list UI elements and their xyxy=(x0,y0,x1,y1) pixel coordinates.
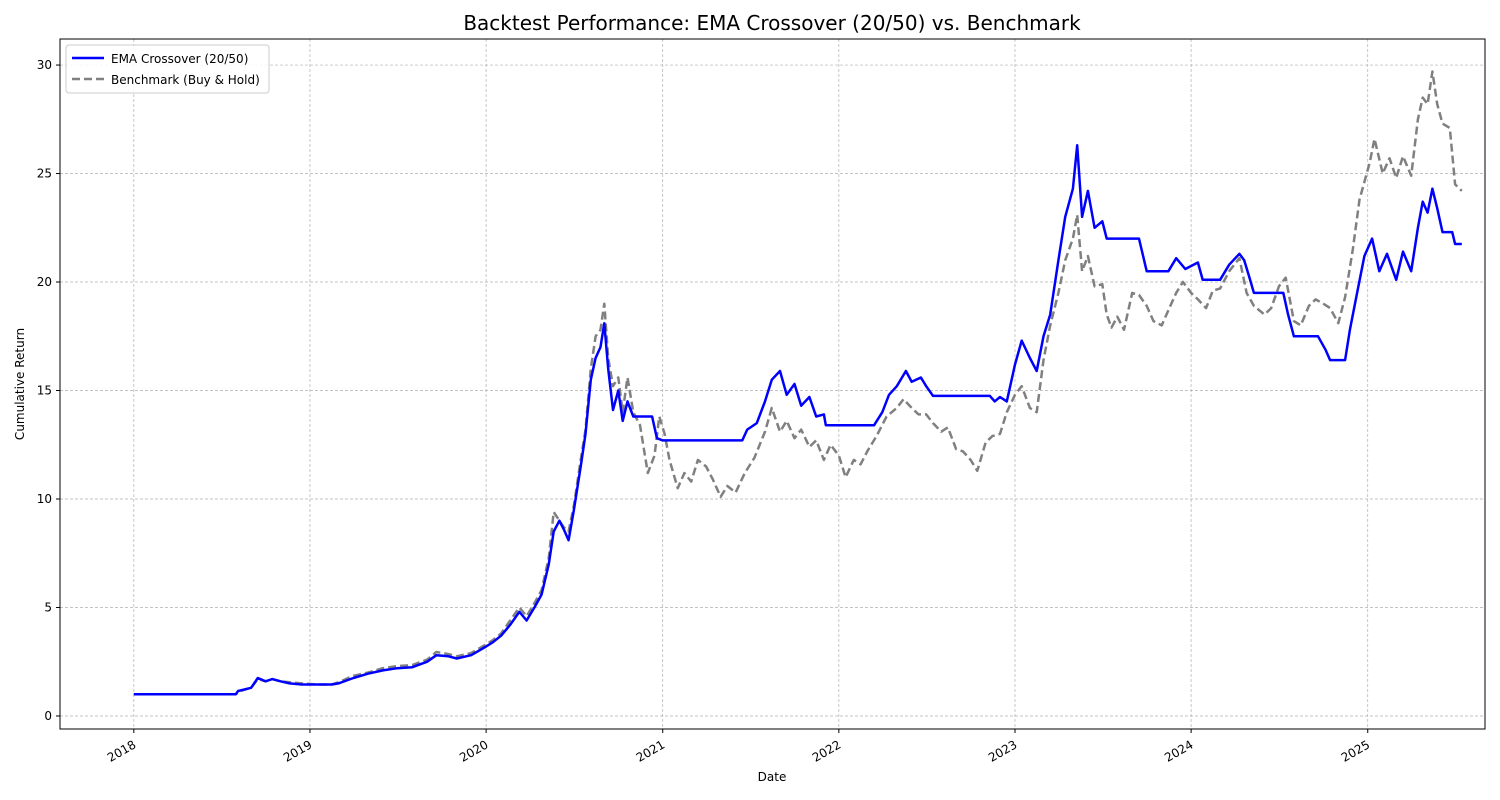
x-tick-label: 2021 xyxy=(634,737,667,764)
x-tick-label: 2024 xyxy=(1162,737,1195,764)
x-tick-label: 2025 xyxy=(1339,737,1372,764)
x-tick-label: 2019 xyxy=(281,737,314,764)
plot-area-frame xyxy=(59,38,1486,730)
y-tick-label: 15 xyxy=(37,384,52,398)
y-axis-label: Cumulative Return xyxy=(13,328,27,440)
x-axis-label: Date xyxy=(758,770,787,784)
legend-label-benchmark: Benchmark (Buy & Hold) xyxy=(111,73,260,87)
ema-crossover-line xyxy=(133,144,1462,696)
legend: EMA Crossover (20/50) Benchmark (Buy & H… xyxy=(65,44,270,94)
y-tick-label: 10 xyxy=(37,492,52,506)
x-tick-label: 2022 xyxy=(810,737,843,764)
x-tick-label: 2020 xyxy=(457,737,490,764)
y-tick-label: 0 xyxy=(44,709,52,723)
benchmark-line xyxy=(133,70,1463,696)
legend-label-ema: EMA Crossover (20/50) xyxy=(111,52,248,66)
chart-title: Backtest Performance: EMA Crossover (20/… xyxy=(463,11,1081,35)
ticks: 2018 2019 2020 2021 2022 2023 2024 202505101520… xyxy=(37,58,1373,765)
y-tick-label: 30 xyxy=(37,58,52,72)
y-tick-label: 5 xyxy=(44,600,52,614)
x-tick-label: 2023 xyxy=(986,737,1019,764)
series-layer xyxy=(133,70,1463,696)
legend-box xyxy=(65,44,270,94)
grid xyxy=(60,39,1485,729)
y-tick-label: 25 xyxy=(37,167,52,181)
x-tick-label: 2018 xyxy=(105,737,138,764)
y-tick-label: 20 xyxy=(37,275,52,289)
